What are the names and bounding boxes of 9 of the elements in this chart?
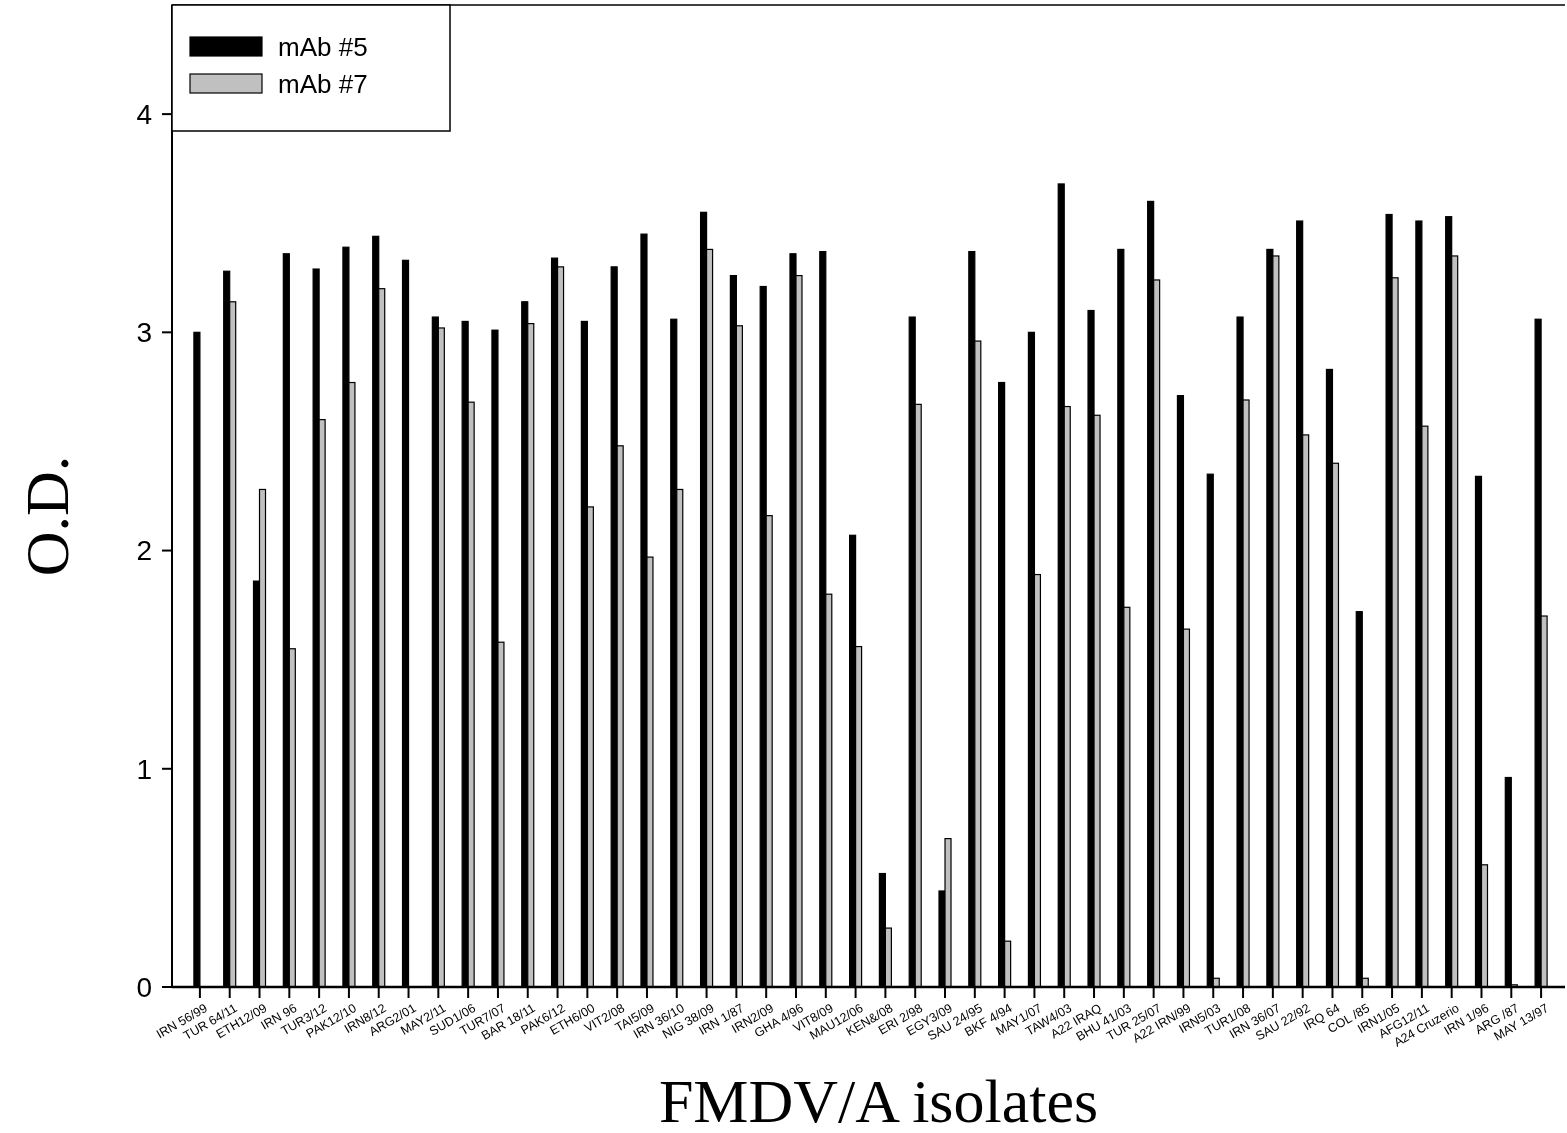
y-tick-label: 0 (136, 971, 152, 1003)
y-axis-title: O.D. (13, 455, 81, 577)
y-tick-label: 3 (136, 317, 152, 349)
legend-label: mAb #5 (278, 32, 368, 63)
y-tick-label: 2 (136, 535, 152, 567)
legend-label: mAb #7 (278, 69, 368, 100)
y-tick-label: 4 (136, 98, 152, 130)
x-axis-title: FMDV/A isolates (658, 1067, 1099, 1133)
y-tick-label: 1 (136, 753, 152, 785)
